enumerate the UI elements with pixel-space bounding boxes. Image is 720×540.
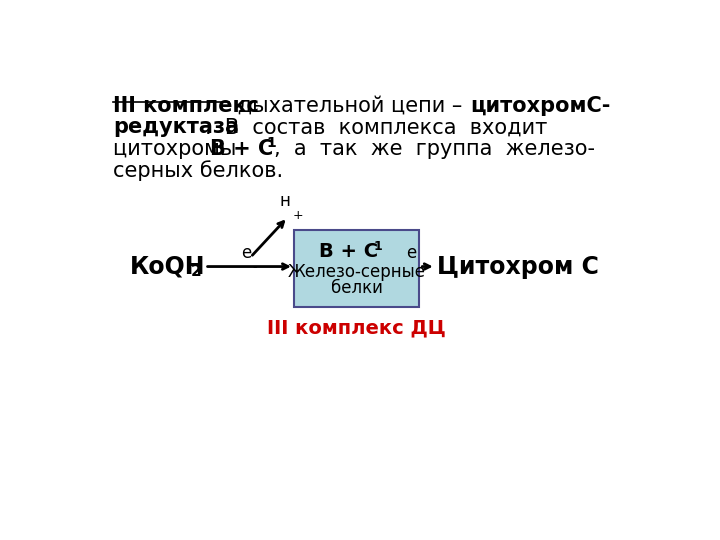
Text: -: -	[253, 261, 257, 274]
Text: Железо-серные: Железо-серные	[287, 262, 426, 281]
Text: н: н	[280, 192, 291, 210]
Text: цитохромы: цитохромы	[113, 139, 250, 159]
Text: III комплекс ДЦ: III комплекс ДЦ	[267, 319, 446, 338]
Text: 1: 1	[374, 240, 382, 253]
Text: ,  а  так  же  группа  железо-: , а так же группа железо-	[274, 139, 595, 159]
Text: серных белков.: серных белков.	[113, 160, 284, 181]
Text: +: +	[292, 209, 303, 222]
Bar	[294, 231, 419, 307]
Text: 2: 2	[191, 264, 202, 279]
Text: белки: белки	[330, 279, 382, 297]
Text: цитохромС-: цитохромС-	[469, 96, 610, 116]
Text: КоQН: КоQН	[130, 254, 206, 279]
Text: редуктаза: редуктаза	[113, 117, 239, 137]
Text: III комплекс: III комплекс	[113, 96, 259, 116]
Text: В + С: В + С	[319, 242, 379, 261]
Text: Цитохром С: Цитохром С	[437, 254, 599, 279]
Text: дыхательной цепи –: дыхательной цепи –	[231, 96, 469, 116]
Text: В + С: В + С	[210, 139, 274, 159]
Text: -: -	[418, 261, 423, 274]
Text: е: е	[241, 244, 252, 262]
Text: .  В  состав  комплекса  входит: . В состав комплекса входит	[204, 117, 547, 137]
Text: е: е	[407, 244, 417, 262]
Text: 1: 1	[266, 137, 276, 151]
